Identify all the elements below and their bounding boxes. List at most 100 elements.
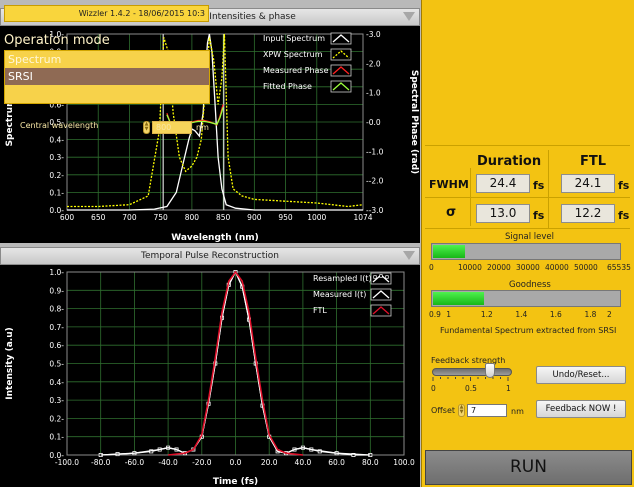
fwhm-duration-unit: fs: [533, 179, 545, 192]
y-tick-label: 0.3-: [49, 153, 64, 162]
collapse-triangle-icon[interactable]: [403, 251, 415, 260]
legend-label: Input Spectrum: [263, 34, 325, 43]
x-tick-label: 40.0: [295, 458, 312, 467]
meter-tick-label: 0: [429, 263, 434, 272]
x-tick-label: -100.0: [55, 458, 79, 467]
meter-tick-label: 10000: [457, 263, 482, 272]
sigma-duration-value: 13.0: [476, 204, 530, 223]
legend-swatch: [370, 288, 392, 301]
sigma-ftl-unit: fs: [618, 209, 630, 222]
meter-tick-label: 2: [607, 310, 612, 319]
offset-input[interactable]: 7: [467, 404, 507, 417]
legend-swatch: [330, 64, 352, 77]
y-tick-label: 0.3-: [49, 396, 64, 405]
legend-swatch: [370, 304, 392, 317]
chart-background: [0, 265, 420, 487]
feedback-slider-thumb[interactable]: [485, 363, 495, 378]
y-tick-label: 1.0-: [49, 30, 64, 39]
meter-tick-label: 1: [446, 310, 452, 319]
central-wavelength-stepper[interactable]: ▲ ▼: [143, 121, 150, 134]
meter-tick-label: 1.2: [480, 310, 493, 319]
series-line: [168, 270, 303, 456]
meter-tick-label: 40000: [544, 263, 569, 272]
legend-swatch-line: [332, 66, 350, 75]
legend-swatch-line: [332, 50, 350, 59]
y-tick-label: 0.1-: [49, 188, 64, 197]
y-tick-label: 0.6-: [49, 100, 64, 109]
feedback-now-button[interactable]: Feedback NOW !: [536, 400, 626, 418]
mode-option-spectrum[interactable]: Spectrum: [8, 53, 62, 66]
y-tick-label: 1.0-: [49, 268, 64, 277]
y2-tick-label: -2.0: [366, 59, 381, 68]
y-tick-label: 0.5-: [49, 118, 64, 127]
legend-swatch: [330, 80, 352, 93]
x-tick-label: 100.0: [393, 458, 415, 467]
temporal-panel-title: Temporal Pulse Reconstruction: [1, 248, 419, 265]
goodness-fill: [433, 292, 485, 305]
central-wavelength-input[interactable]: 800: [152, 121, 192, 134]
x-tick-label: 60.0: [328, 458, 345, 467]
temporal-chart: -100.0 -80.0 -60.0 -40.0 -20.0 0.0 20.0 40.0 60.…: [0, 265, 420, 487]
x-tick-label: -80.0: [91, 458, 111, 467]
x-tick-label: 950: [278, 213, 293, 222]
y-tick-label: 0.5-: [49, 360, 64, 369]
fwhm-ftl-unit: fs: [618, 179, 630, 192]
fwhm-label: FWHM: [429, 178, 469, 191]
meter-tick-label: 1.6: [549, 310, 562, 319]
y2-tick-label: --1.0: [366, 147, 384, 156]
signal-level-meter: [431, 243, 621, 260]
legend-label: XPW Spectrum: [263, 50, 323, 59]
plot-frame: [66, 33, 364, 211]
table-divider: [425, 145, 630, 146]
central-wavelength-unit: nm: [196, 123, 209, 132]
legend-swatch: [370, 272, 392, 285]
mode-option-srsi[interactable]: SRSI: [5, 68, 209, 85]
table-divider: [425, 197, 630, 198]
slider-tick-label: 1: [506, 384, 511, 393]
legend-marker: [373, 275, 377, 279]
legend-label: Measured Phase: [263, 66, 329, 75]
legend-marker: [379, 274, 383, 278]
x-tick-label: 0.0: [230, 458, 242, 467]
x-tick-label: 800: [185, 213, 200, 222]
legend-label: Fitted Phase: [263, 82, 312, 91]
offset-stepper[interactable]: ▲ ▼: [458, 404, 465, 417]
sigma-ftl-value: 12.2: [561, 204, 615, 223]
meter-tick-label: 50000: [573, 263, 598, 272]
goodness-meter: [431, 290, 621, 307]
x-tick-label: 900: [247, 213, 262, 222]
legend-marker: [385, 275, 389, 279]
x-tick-label: -40.0: [158, 458, 178, 467]
y2-tick-label: -0.0: [366, 118, 381, 127]
operation-mode-label: Operation mode: [4, 33, 110, 48]
table-divider: [470, 168, 471, 226]
y-tick-label: 0.0-: [49, 451, 64, 460]
legend-label: FTL: [313, 306, 327, 315]
spectral-chart: 600 650 700 750 800 850 900 950 1000 1074 0.0- 0.1-…: [0, 26, 420, 243]
series-marker: [351, 452, 356, 457]
x-axis-label: Wavelength (nm): [171, 233, 259, 243]
signal-level-fill: [433, 245, 465, 258]
meter-tick-label: 1.8: [584, 310, 597, 319]
y-tick-label: 0.7-: [49, 323, 64, 332]
feedback-strength-label: Feedback strength: [431, 356, 506, 365]
fwhm-duration-value: 24.4: [476, 174, 530, 193]
meter-tick-label: 1.4: [515, 310, 528, 319]
y2-tick-label: --2.0: [366, 177, 384, 186]
feedback-strength-slider[interactable]: [432, 368, 512, 376]
y2-tick-label: -3.0: [366, 30, 381, 39]
goodness-label: Goodness: [509, 280, 551, 290]
legend-swatch: [330, 48, 352, 61]
y-tick-label: 0.4-: [49, 136, 64, 145]
y-tick-label: 0.4-: [49, 378, 64, 387]
y2-tick-label: -1.0: [366, 89, 381, 98]
meter-tick-label: 65535: [607, 263, 631, 272]
y-tick-label: 0.1-: [49, 433, 64, 442]
run-button[interactable]: RUN: [425, 450, 632, 485]
x-tick-label: 850: [216, 213, 231, 222]
undo-reset-button[interactable]: Undo/Reset...: [536, 366, 626, 384]
x-tick-label: 750: [154, 213, 169, 222]
operation-mode-list[interactable]: Spectrum SRSI: [4, 50, 210, 104]
collapse-triangle-icon[interactable]: [403, 12, 415, 21]
y2-axis-label: Spectral Phase (rad): [409, 70, 419, 174]
